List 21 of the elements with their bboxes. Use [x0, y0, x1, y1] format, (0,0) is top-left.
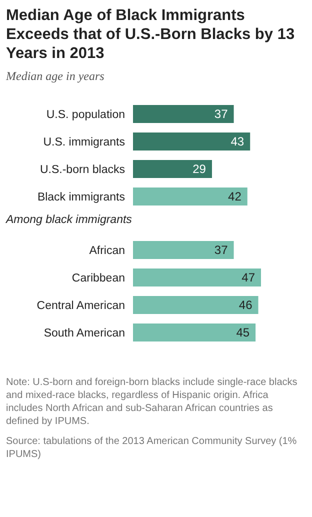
source-note: Source: tabulations of the 2013 American Community Survey (1% IPUMS) [6, 435, 298, 461]
y-tick-label: Caribbean [72, 272, 125, 284]
data-label: 37 [214, 243, 228, 257]
y-tick-label: South American [44, 327, 125, 340]
data-label: 47 [242, 270, 256, 284]
data-label: 45 [236, 326, 250, 340]
chart-title: Median Age of Black Immigrants Exceeds that of U.S.-Born Blacks by 13 Years in 2013 [6, 6, 296, 63]
data-label: 29 [192, 162, 206, 176]
y-tick-label: U.S. population [46, 108, 125, 121]
y-tick-label: African [89, 244, 125, 257]
y-tick-label: Central American [36, 300, 125, 312]
data-label: 43 [230, 134, 244, 148]
data-label: 37 [214, 107, 228, 121]
y-tick-label: U.S.-born blacks [40, 164, 126, 176]
y-tick-label: U.S. immigrants [43, 136, 126, 148]
text: Note: U.S-born and foreign-born blacks include single-race blacks and mixed-race blacks, regardless of Hispanic origin. Africa includes North African and sub-Saharan African countries as defined by IPUMS. [6, 376, 298, 428]
chart-subtitle: Median age in years [6, 69, 106, 84]
text: Among black immigrants [6, 214, 133, 226]
data-label: 46 [238, 298, 253, 312]
data-label: 42 [228, 190, 242, 204]
y-tick-label: Black immigrants [37, 191, 126, 204]
